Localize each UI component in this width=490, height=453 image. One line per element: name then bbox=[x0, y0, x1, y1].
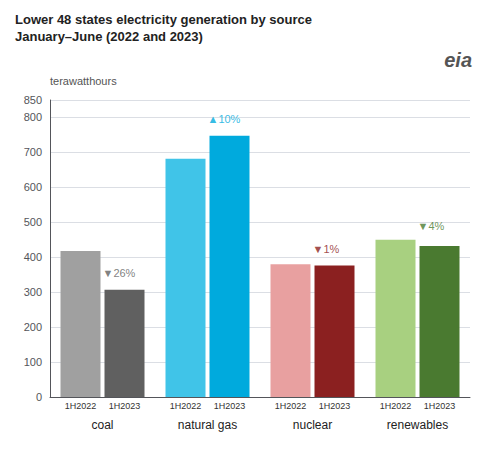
svg-text:0: 0 bbox=[36, 391, 42, 403]
svg-text:natural gas: natural gas bbox=[178, 418, 237, 432]
svg-text:eia: eia bbox=[444, 49, 472, 71]
svg-text:1H2023: 1H2023 bbox=[214, 401, 246, 411]
svg-text:500: 500 bbox=[24, 216, 42, 228]
svg-text:1H2022: 1H2022 bbox=[170, 401, 202, 411]
svg-text:▼1%: ▼1% bbox=[313, 243, 340, 255]
svg-text:Lower 48 states electricity ge: Lower 48 states electricity generation b… bbox=[15, 12, 312, 27]
svg-text:nuclear: nuclear bbox=[293, 418, 332, 432]
svg-text:1H2022: 1H2022 bbox=[380, 401, 412, 411]
svg-text:renewables: renewables bbox=[387, 418, 448, 432]
svg-text:400: 400 bbox=[24, 251, 42, 263]
svg-text:1H2023: 1H2023 bbox=[424, 401, 456, 411]
svg-text:100: 100 bbox=[24, 356, 42, 368]
svg-text:terawatthours: terawatthours bbox=[50, 75, 117, 87]
svg-text:▼26%: ▼26% bbox=[103, 267, 136, 279]
svg-text:January–June (2022 and 2023): January–June (2022 and 2023) bbox=[15, 29, 203, 44]
svg-text:700: 700 bbox=[24, 146, 42, 158]
svg-text:600: 600 bbox=[24, 181, 42, 193]
svg-text:300: 300 bbox=[24, 286, 42, 298]
svg-text:1H2023: 1H2023 bbox=[109, 401, 141, 411]
svg-text:▲10%: ▲10% bbox=[208, 113, 241, 125]
svg-text:1H2023: 1H2023 bbox=[319, 401, 351, 411]
svg-text:1H2022: 1H2022 bbox=[275, 401, 307, 411]
svg-text:coal: coal bbox=[91, 418, 113, 432]
svg-text:850: 850 bbox=[24, 94, 42, 106]
svg-text:▼4%: ▼4% bbox=[418, 220, 445, 232]
svg-text:800: 800 bbox=[24, 111, 42, 123]
svg-text:200: 200 bbox=[24, 321, 42, 333]
svg-text:1H2022: 1H2022 bbox=[65, 401, 97, 411]
